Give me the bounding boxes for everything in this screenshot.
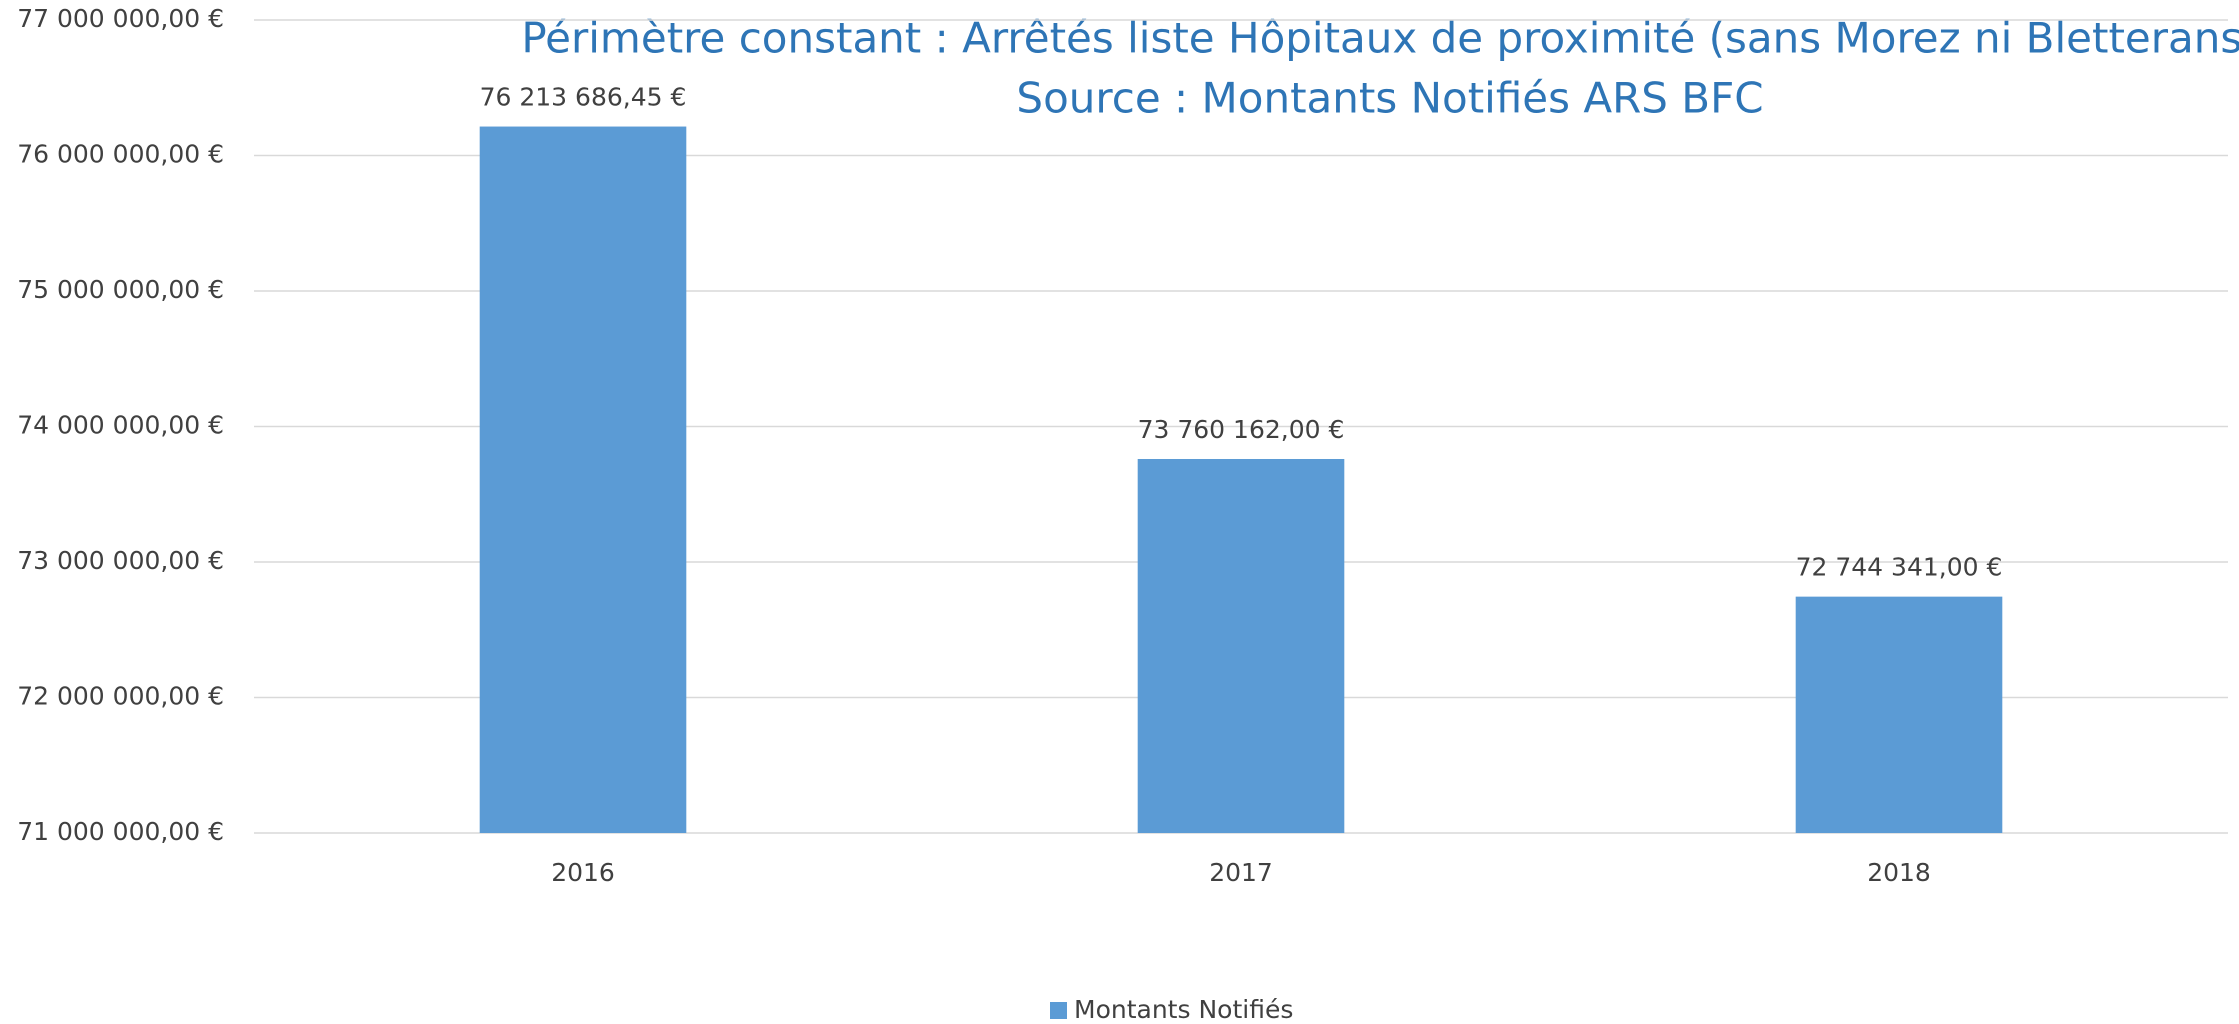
legend-swatch — [1050, 1002, 1067, 1019]
x-tick-label: 2017 — [1209, 858, 1273, 887]
data-label: 72 744 341,00 € — [1796, 553, 2003, 582]
x-tick-label: 2018 — [1867, 858, 1931, 887]
y-tick-label: 76 000 000,00 € — [17, 140, 224, 169]
chart-subtitle: Source : Montants Notifiés ARS BFC — [1016, 74, 1763, 123]
y-tick-label: 72 000 000,00 € — [17, 682, 224, 711]
chart-subtitle: Périmètre constant : Arrêtés liste Hôpit… — [521, 14, 2239, 63]
y-tick-label: 77 000 000,00 € — [17, 4, 224, 33]
bar — [1137, 458, 1345, 833]
y-tick-label: 73 000 000,00 € — [17, 546, 224, 575]
y-tick-label: 75 000 000,00 € — [17, 275, 224, 304]
data-label: 76 213 686,45 € — [480, 83, 687, 112]
x-tick-label: 2016 — [551, 858, 615, 887]
bar — [1795, 596, 2003, 833]
bar — [479, 126, 687, 834]
y-tick-label: 74 000 000,00 € — [17, 411, 224, 440]
y-tick-label: 71 000 000,00 € — [17, 817, 224, 846]
legend-label: Montants Notifiés — [1074, 995, 1293, 1024]
data-label: 73 760 162,00 € — [1138, 415, 1345, 444]
